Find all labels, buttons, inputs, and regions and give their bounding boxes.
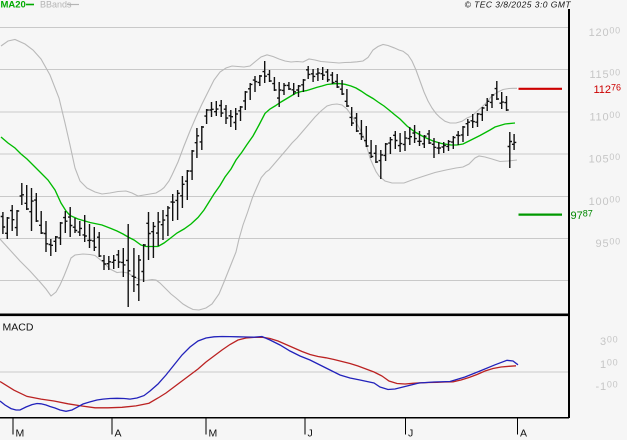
svg-text:A: A <box>520 428 527 440</box>
svg-text:© TEC 3/8/2025 3:0 GMT: © TEC 3/8/2025 3:0 GMT <box>465 0 572 10</box>
svg-text:MACD: MACD <box>3 322 34 334</box>
svg-text:MA20: MA20 <box>1 0 26 11</box>
svg-text:A: A <box>115 428 122 440</box>
svg-text:BBands: BBands <box>40 0 72 10</box>
svg-text:M: M <box>209 428 218 440</box>
svg-text:M: M <box>16 428 25 440</box>
svg-text:J: J <box>308 428 313 440</box>
svg-text:J: J <box>408 428 413 440</box>
